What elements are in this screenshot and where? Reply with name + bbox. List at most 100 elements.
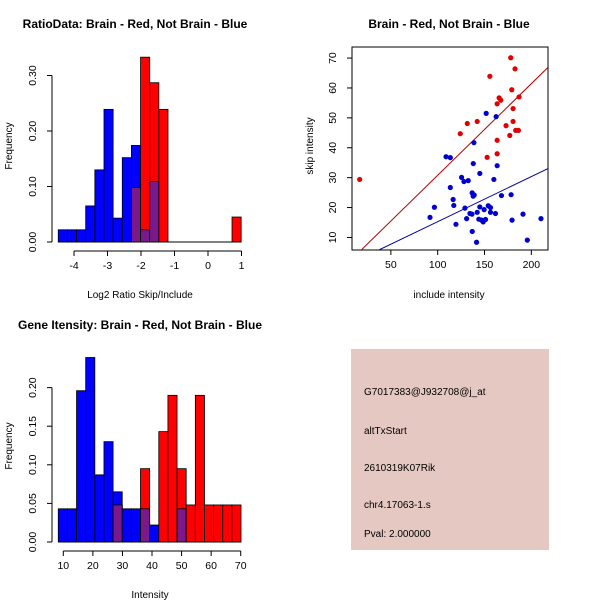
point-brain (464, 120, 470, 127)
point-brain (507, 132, 513, 139)
x-tick-label: -3 (103, 260, 112, 272)
point-not-brain (473, 239, 480, 245)
x-tick-label: 50 (176, 560, 188, 572)
bar-brain (213, 504, 224, 543)
y-tick-label: 0.20 (27, 121, 39, 142)
point-not-brain (465, 178, 471, 184)
y-tick-label: 0.10 (27, 454, 39, 475)
y-tick-label: 30 (327, 172, 339, 184)
point-not-brain (462, 205, 468, 211)
point-not-brain (477, 204, 483, 210)
point-not-brain (470, 160, 476, 167)
bar-brain (167, 394, 178, 543)
bar-overlap (176, 508, 187, 543)
y-tick-label: 10 (327, 231, 339, 243)
point-not-brain (471, 140, 477, 146)
point-brain (516, 94, 522, 100)
bar-overlap (140, 229, 151, 243)
point-not-brain (451, 202, 457, 209)
bar-not-brain (67, 508, 77, 543)
gene-histogram-ylabel: Frequency (4, 422, 15, 469)
y-tick-label: 0.00 (27, 532, 39, 553)
scatter-xlabel: include intensity (413, 290, 484, 301)
gene-histogram-title: Gene Itensity: Brain - Red, Not Brain - … (18, 318, 262, 332)
point-not-brain (477, 170, 483, 177)
x-tick-label: 10 (57, 560, 69, 572)
bar-not-brain (103, 108, 114, 243)
point-brain (494, 137, 500, 143)
plot-box (351, 46, 549, 251)
bar-overlap (149, 181, 160, 243)
scatter-title: Brain - Red, Not Brain - Blue (368, 17, 530, 31)
y-tick-label: 0.10 (27, 176, 39, 197)
x-tick-label: 30 (117, 560, 129, 572)
point-not-brain (498, 192, 505, 199)
y-tick-label: 40 (327, 142, 339, 154)
point-not-brain (469, 228, 475, 235)
y-tick-label: 60 (327, 82, 339, 94)
genomic-location: chr4.17063-1.s (364, 500, 431, 511)
x-tick-label: 200 (523, 259, 541, 271)
bar-overlap (140, 508, 151, 543)
scatter-ylabel: skip intensity (305, 117, 316, 174)
point-not-brain (470, 193, 476, 199)
point-brain (509, 87, 515, 93)
bar-brain (185, 504, 196, 543)
x-tick-label: 1 (239, 260, 245, 272)
ratio-histogram: RatioData: Brain - Red, Not Brain - Blue… (4, 17, 248, 301)
bar-not-brain (57, 229, 68, 243)
x-tick-label: 40 (146, 560, 158, 572)
ratio-histogram-ylabel: Frequency (4, 122, 15, 169)
bar-not-brain (67, 229, 77, 243)
fit-line-brain (360, 67, 548, 250)
bar-brain (140, 56, 151, 243)
point-not-brain (461, 178, 467, 185)
bar-not-brain (103, 441, 114, 543)
intensity-scatter: Brain - Red, Not Brain - Blue include in… (305, 17, 549, 301)
y-tick-label: 0.15 (27, 416, 39, 437)
probe-id: G7017383@J932708@j_at (364, 387, 486, 398)
y-tick-label: 0.20 (27, 377, 39, 398)
info-panel-background (351, 349, 549, 550)
bar-overlap (112, 504, 123, 543)
y-tick-label: 70 (327, 52, 339, 64)
point-not-brain (508, 192, 514, 198)
point-brain (515, 127, 522, 134)
point-not-brain (469, 211, 475, 217)
bar-not-brain (85, 205, 96, 243)
point-not-brain (482, 216, 489, 223)
point-not-brain (474, 209, 480, 215)
point-brain (494, 151, 500, 157)
bar-not-brain (76, 229, 87, 243)
bar-overlap (131, 187, 141, 243)
point-brain (494, 101, 500, 107)
bar-brain (204, 504, 215, 543)
y-tick-label: 20 (327, 202, 339, 214)
point-not-brain (447, 155, 453, 161)
point-not-brain (492, 210, 499, 217)
x-tick-label: 50 (385, 259, 397, 271)
point-not-brain (427, 214, 433, 221)
point-not-brain (431, 204, 438, 210)
point-brain (510, 118, 516, 125)
x-tick-label: -4 (69, 260, 78, 272)
point-not-brain (494, 163, 500, 169)
event-type: altTxStart (364, 426, 407, 437)
pval: Pval: 2.000000 (364, 529, 431, 540)
point-not-brain (443, 154, 449, 160)
ratio-histogram-xlabel: Log2 Ratio Skip/Include (87, 290, 193, 301)
point-not-brain (491, 176, 497, 183)
bar-not-brain (94, 169, 105, 243)
x-tick-label: 100 (429, 259, 447, 271)
x-tick-label: -1 (170, 260, 179, 272)
point-not-brain (483, 110, 489, 116)
point-brain (498, 97, 504, 103)
bar-not-brain (121, 157, 132, 243)
point-not-brain (487, 209, 494, 215)
gene-histogram-xlabel: Intensity (131, 590, 168, 600)
point-not-brain (538, 216, 544, 222)
bar-brain (194, 394, 205, 543)
x-tick-label: -2 (136, 260, 145, 272)
bar-not-brain (57, 508, 68, 543)
y-tick-label: 0.00 (27, 232, 39, 253)
